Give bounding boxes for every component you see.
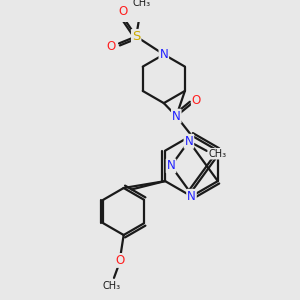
Text: O: O xyxy=(192,94,201,107)
Text: CH₃: CH₃ xyxy=(208,149,226,159)
Text: N: N xyxy=(167,159,176,172)
Text: N: N xyxy=(187,190,196,203)
Text: N: N xyxy=(160,48,168,61)
Text: CH₃: CH₃ xyxy=(133,0,151,8)
Text: S: S xyxy=(132,30,140,43)
Text: N: N xyxy=(172,110,181,123)
Text: O: O xyxy=(107,40,116,53)
Text: N: N xyxy=(184,135,193,148)
Text: CH₃: CH₃ xyxy=(103,281,121,291)
Text: O: O xyxy=(116,254,125,267)
Text: O: O xyxy=(118,5,128,18)
